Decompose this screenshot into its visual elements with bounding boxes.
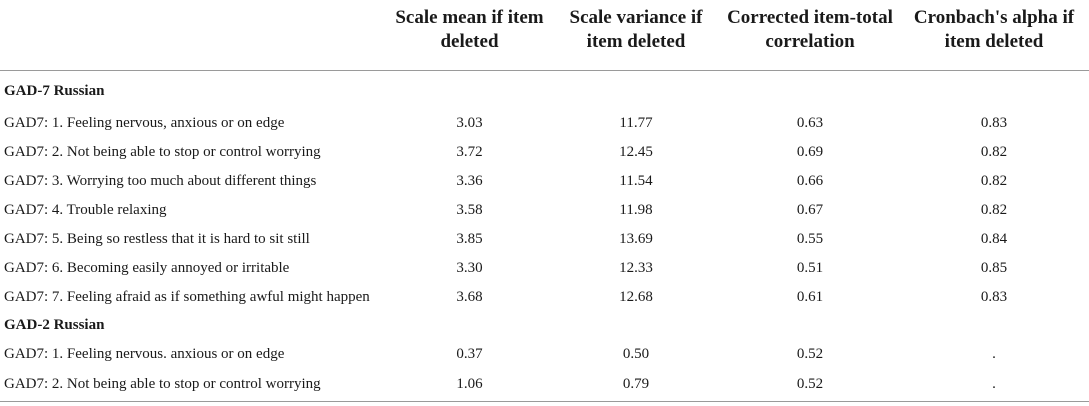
table-row: GAD7: 7. Feeling afraid as if something … <box>0 283 1089 312</box>
item-label: GAD7: 1. Feeling nervous, anxious or on … <box>4 114 285 131</box>
scale-mean-cell: 3.30 <box>456 259 483 276</box>
header-item <box>0 0 388 71</box>
alpha-cell: . <box>992 345 996 362</box>
scale-mean-cell: 3.72 <box>456 143 483 160</box>
item-label: GAD7: 2. Not being able to stop or contr… <box>4 143 321 160</box>
correlation-cell: 0.69 <box>796 143 824 160</box>
item-label: GAD7: 5. Being so restless that it is ha… <box>4 230 310 247</box>
table-row: GAD7: 1. Feeling nervous, anxious or on … <box>0 109 1089 138</box>
scale-mean-cell: 1.06 <box>388 368 551 402</box>
scale-variance-cell: 11.98 <box>619 201 653 218</box>
correlation-cell: 0.51 <box>796 259 824 276</box>
table-row: GAD7: 5. Being so restless that it is ha… <box>0 225 1089 254</box>
correlation-cell: 0.52 <box>796 345 824 362</box>
alpha-cell: . <box>899 368 1089 402</box>
table-row: GAD7: 3. Worrying too much about differe… <box>0 167 1089 196</box>
table-row: GAD7: 6. Becoming easily annoyed or irri… <box>0 254 1089 283</box>
item-label: GAD7: 6. Becoming easily annoyed or irri… <box>4 259 290 276</box>
scale-variance-cell: 0.50 <box>622 345 650 362</box>
correlation-cell: 0.66 <box>796 172 824 189</box>
scale-mean-cell: 3.68 <box>456 288 483 305</box>
scale-variance-cell: 13.69 <box>619 230 653 247</box>
header-row: Scale mean if item deleted Scale varianc… <box>0 0 1089 71</box>
scale-variance-cell: 11.54 <box>619 172 653 189</box>
table-body: GAD-7 Russian GAD7: 1. Feeling nervous, … <box>0 70 1089 402</box>
section-row: GAD-2 Russian <box>0 312 1089 340</box>
table-row: GAD7: 2. Not being able to stop or contr… <box>0 138 1089 167</box>
table-header: Scale mean if item deleted Scale varianc… <box>0 0 1089 71</box>
alpha-cell: 0.82 <box>980 172 1008 189</box>
correlation-cell: 0.61 <box>796 288 824 305</box>
scale-variance-cell: 0.79 <box>551 368 721 402</box>
alpha-cell: 0.84 <box>980 230 1008 247</box>
table-row: GAD7: 4. Trouble relaxing 3.58 11.98 0.6… <box>0 196 1089 225</box>
header-cronbach-alpha: Cronbach's alpha if item deleted <box>899 0 1089 71</box>
correlation-cell: 0.52 <box>721 368 899 402</box>
item-label: GAD7: 2. Not being able to stop or contr… <box>0 368 388 402</box>
scale-variance-cell: 12.45 <box>619 143 653 160</box>
header-scale-variance: Scale variance if item deleted <box>551 0 721 71</box>
scale-variance-cell: 11.77 <box>619 114 653 131</box>
alpha-cell: 0.83 <box>980 288 1008 305</box>
header-corrected-correlation: Corrected item-total correlation <box>721 0 899 71</box>
item-label: GAD7: 4. Trouble relaxing <box>4 201 167 218</box>
item-label: GAD7: 7. Feeling afraid as if something … <box>4 288 370 305</box>
scale-mean-cell: 3.58 <box>456 201 483 218</box>
alpha-cell: 0.82 <box>980 201 1008 218</box>
section-title: GAD-2 Russian <box>4 317 105 333</box>
scale-variance-cell: 12.33 <box>619 259 653 276</box>
alpha-cell: 0.82 <box>980 143 1008 160</box>
correlation-cell: 0.67 <box>796 201 824 218</box>
header-scale-mean: Scale mean if item deleted <box>388 0 551 71</box>
correlation-cell: 0.63 <box>796 114 824 131</box>
scale-variance-cell: 12.68 <box>619 288 653 305</box>
scale-mean-cell: 3.36 <box>456 172 483 189</box>
correlation-cell: 0.55 <box>796 230 824 247</box>
alpha-cell: 0.83 <box>980 114 1008 131</box>
scale-mean-cell: 0.37 <box>456 345 483 362</box>
alpha-cell: 0.85 <box>980 259 1008 276</box>
table-row: GAD7: 2. Not being able to stop or contr… <box>0 368 1089 402</box>
scale-mean-cell: 3.85 <box>456 230 483 247</box>
table-row: GAD7: 1. Feeling nervous. anxious or on … <box>0 340 1089 369</box>
section-row: GAD-7 Russian <box>0 70 1089 109</box>
section-title: GAD-7 Russian <box>4 83 105 99</box>
scale-mean-cell: 3.03 <box>456 114 483 131</box>
item-label: GAD7: 3. Worrying too much about differe… <box>4 172 317 189</box>
item-label: GAD7: 1. Feeling nervous. anxious or on … <box>4 345 285 362</box>
